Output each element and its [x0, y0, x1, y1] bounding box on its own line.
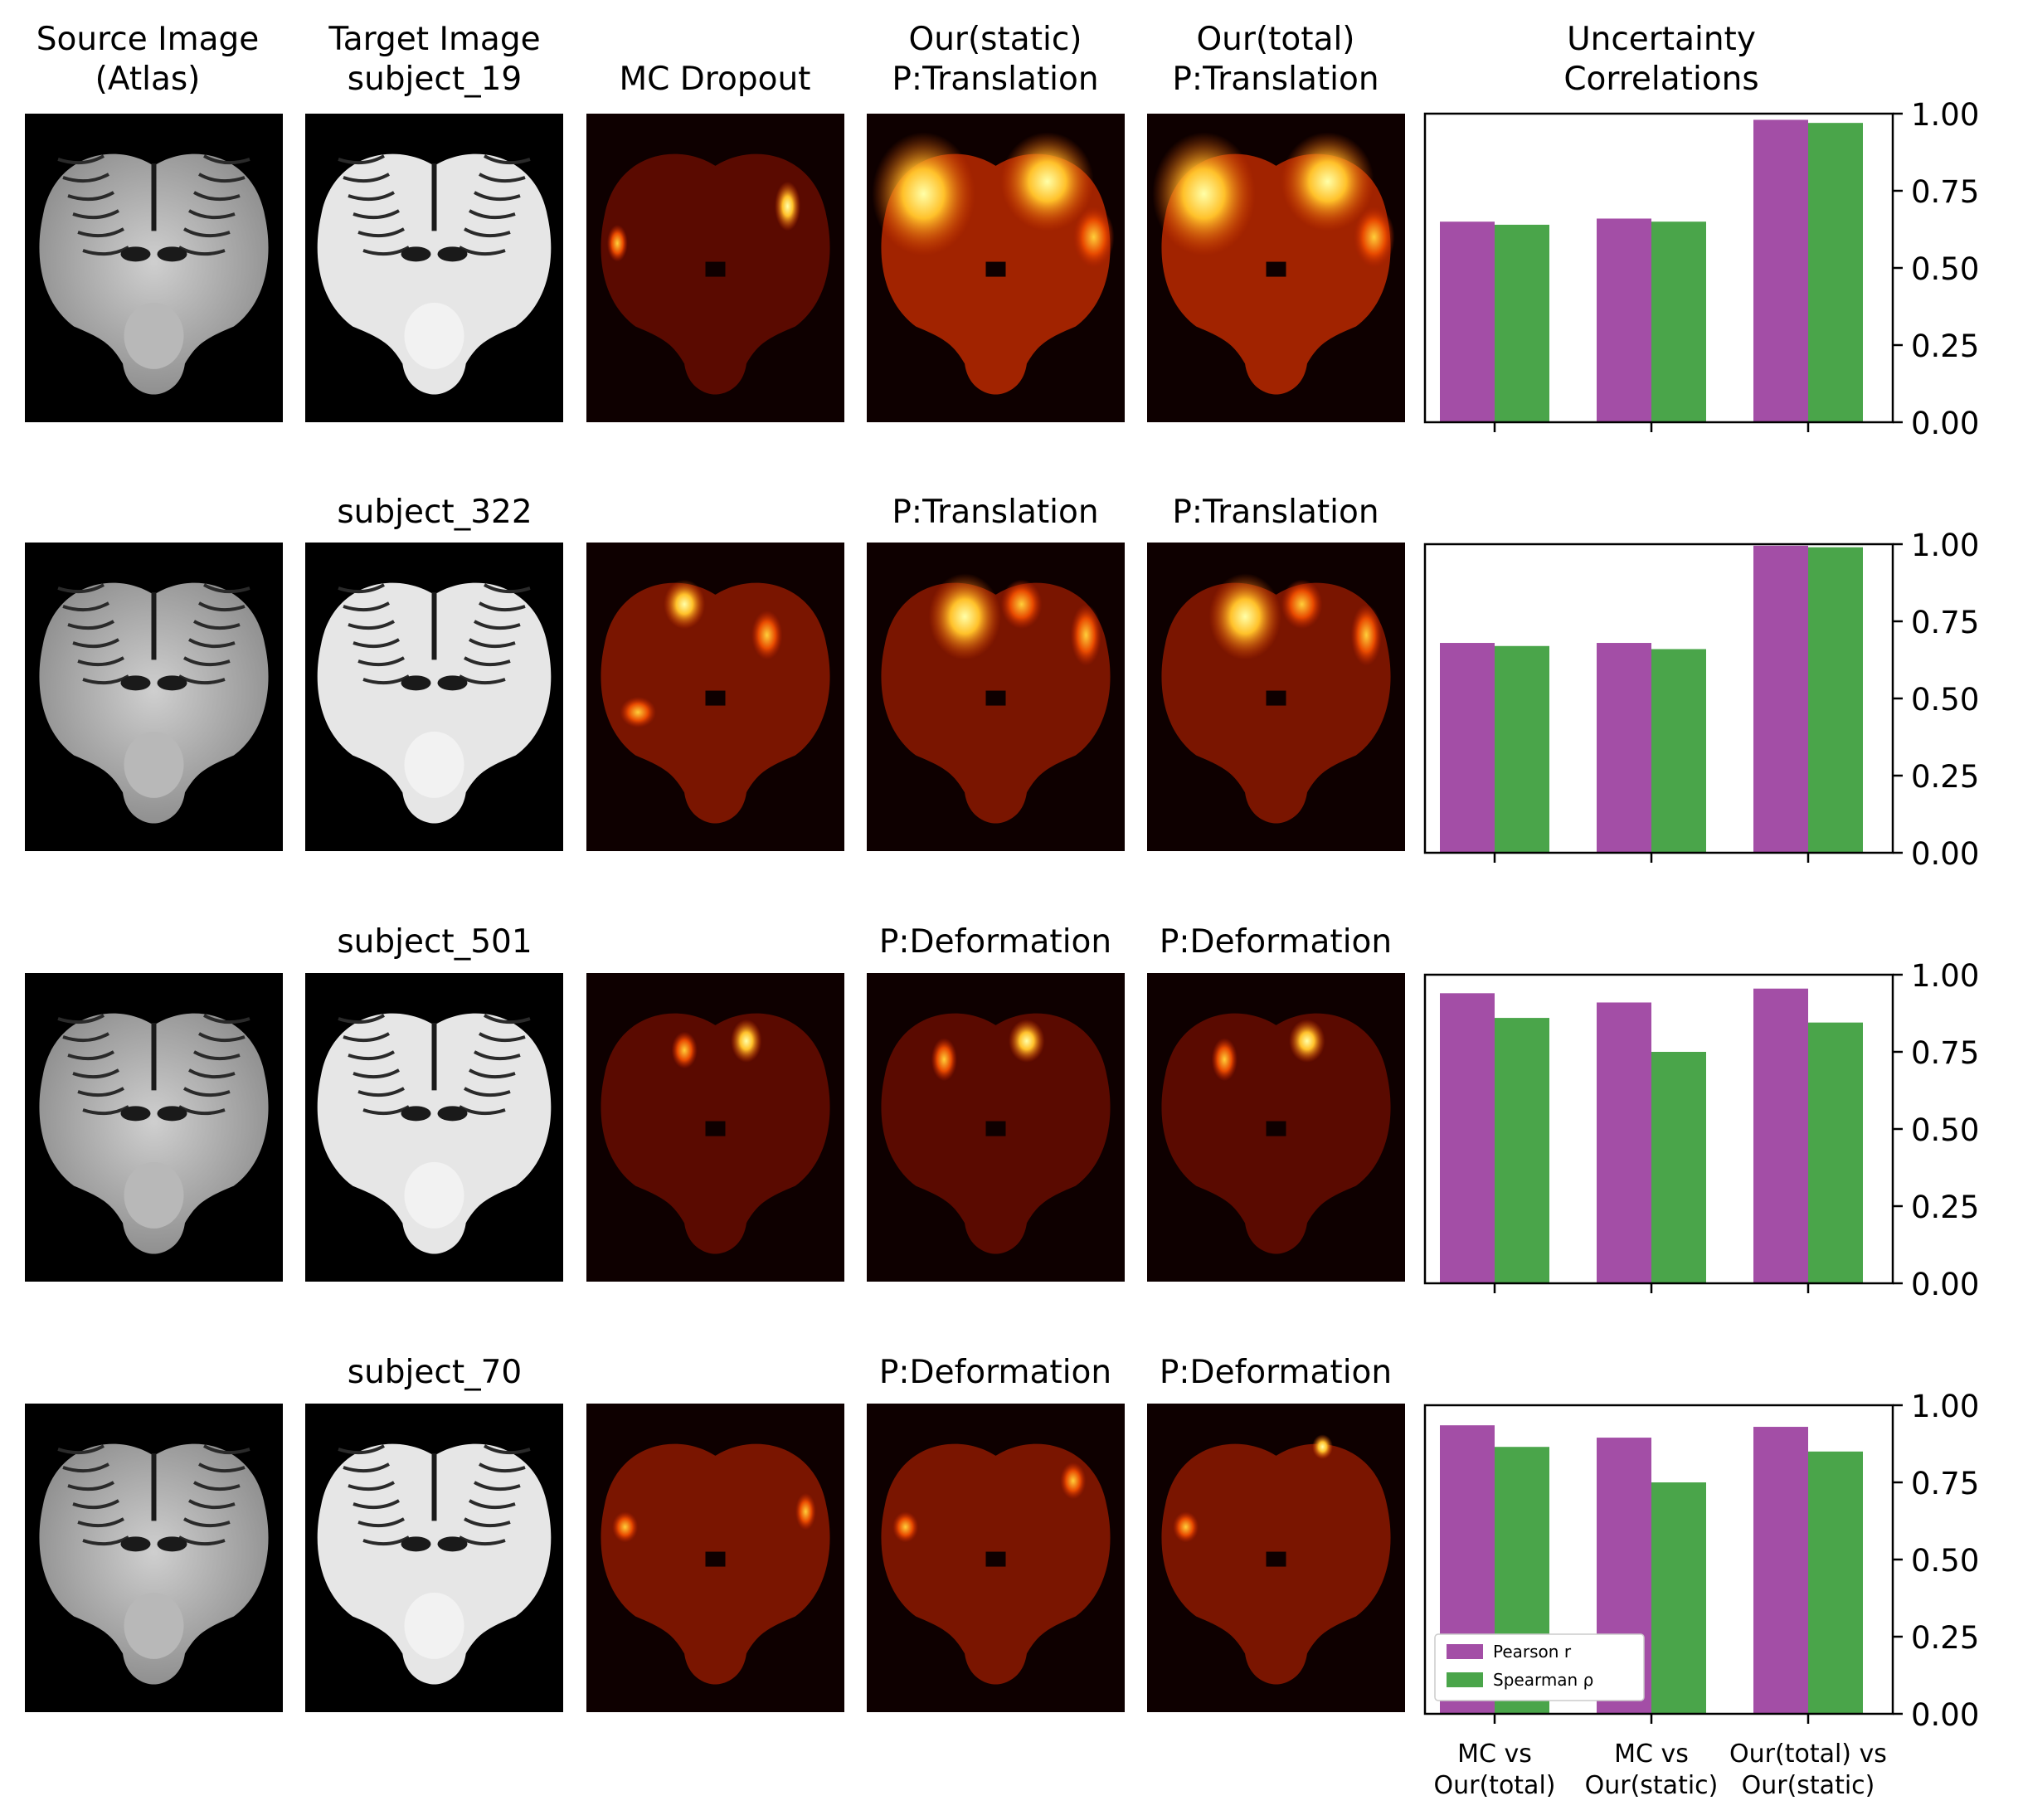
- total-prior-label: P:Deformation: [1160, 923, 1392, 961]
- pearson-bar: [1440, 993, 1495, 1283]
- column-title-line2: P:Translation: [892, 61, 1098, 98]
- spearman-bar: [1808, 1022, 1863, 1283]
- column-title-line1: Source Image: [36, 21, 260, 58]
- pearson-bar: [1753, 545, 1808, 853]
- y-tick-label: 1.00: [1911, 1389, 1979, 1424]
- pearson-bar: [1753, 119, 1808, 422]
- spearman-bar: [1651, 1482, 1706, 1714]
- mc-dropout-map: [586, 114, 844, 422]
- column-title-line2: P:Translation: [1172, 61, 1379, 98]
- y-tick-label: 0.50: [1911, 251, 1979, 287]
- source-image: [25, 973, 283, 1282]
- correlation-chart: 0.00 0.25 0.50 0.75 1.00: [1423, 958, 1979, 1302]
- correlation-chart: 0.00 0.25 0.50 0.75 1.00: [1423, 528, 1979, 872]
- y-tick-label: 0.25: [1911, 1620, 1979, 1656]
- source-image: [25, 114, 283, 422]
- legend-label: Pearson r: [1493, 1642, 1572, 1662]
- column-title-line1: Our(total): [1196, 21, 1354, 58]
- pearson-bar: [1440, 221, 1495, 422]
- x-tick-label-line1: Our(total) vs: [1729, 1740, 1887, 1769]
- pearson-bar: [1753, 1427, 1808, 1714]
- column-title-line2: (Atlas): [95, 61, 201, 98]
- total-prior-label: P:Deformation: [1160, 1354, 1392, 1391]
- y-tick-label: 0.00: [1911, 406, 1979, 441]
- total-uncertainty-map: [1147, 973, 1405, 1282]
- static-uncertainty-map: [867, 1404, 1125, 1712]
- legend: Pearson r Spearman ρ: [1434, 1633, 1645, 1701]
- total-uncertainty-map: [1147, 1404, 1405, 1712]
- static-uncertainty-map: [867, 543, 1125, 851]
- subject-label: subject_70: [348, 1354, 522, 1391]
- y-tick-label: 1.00: [1911, 528, 1979, 563]
- y-tick-label: 0.50: [1911, 1543, 1979, 1579]
- static-prior-label: P:Translation: [892, 494, 1098, 531]
- target-image: [305, 1404, 563, 1712]
- target-image: [305, 114, 563, 422]
- y-tick-label: 1.00: [1911, 958, 1979, 994]
- correlation-chart: 0.00 0.25 0.50 0.75 1.00: [1423, 97, 1979, 441]
- x-tick-label-line1: MC vs: [1457, 1740, 1532, 1769]
- spearman-bar: [1808, 547, 1863, 853]
- mc-dropout-map: [586, 1404, 844, 1712]
- spearman-bar: [1808, 1451, 1863, 1714]
- spearman-bar: [1495, 645, 1549, 853]
- target-image: [305, 543, 563, 851]
- spearman-bar: [1808, 123, 1863, 422]
- y-tick-label: 0.50: [1911, 682, 1979, 718]
- static-uncertainty-map: [867, 114, 1125, 422]
- spearman-bar: [1651, 221, 1706, 422]
- legend-swatch: [1447, 1644, 1483, 1659]
- x-tick-label-line2: Our(total): [1434, 1771, 1556, 1800]
- source-image: [25, 543, 283, 851]
- y-tick-label: 0.75: [1911, 1035, 1979, 1071]
- column-title-line1: Our(static): [909, 21, 1082, 58]
- mc-dropout-map: [586, 973, 844, 1282]
- x-tick-label-line2: Our(static): [1585, 1771, 1719, 1800]
- y-tick-label: 0.75: [1911, 1466, 1979, 1501]
- static-uncertainty-map: [867, 973, 1125, 1282]
- spearman-bar: [1495, 224, 1549, 422]
- y-tick-label: 0.75: [1911, 174, 1979, 210]
- x-tick-label-line1: MC vs: [1614, 1740, 1689, 1769]
- y-tick-label: 0.50: [1911, 1112, 1979, 1148]
- y-tick-label: 0.25: [1911, 759, 1979, 795]
- pearson-bar: [1440, 643, 1495, 853]
- column-title-line2: Correlations: [1563, 61, 1758, 98]
- column-title-line2: subject_19: [348, 61, 522, 98]
- spearman-bar: [1651, 1052, 1706, 1283]
- y-tick-label: 0.00: [1911, 1697, 1979, 1733]
- column-title-line1: Uncertainty: [1567, 21, 1756, 58]
- spearman-bar: [1651, 649, 1706, 853]
- pearson-bar: [1597, 218, 1651, 422]
- pearson-bar: [1597, 643, 1651, 853]
- pearson-bar: [1597, 1002, 1651, 1283]
- column-title-line1: Target Image: [328, 21, 540, 58]
- total-prior-label: P:Translation: [1172, 494, 1379, 531]
- static-prior-label: P:Deformation: [879, 923, 1111, 961]
- legend-swatch: [1447, 1672, 1483, 1687]
- x-tick-label-line2: Our(static): [1742, 1771, 1875, 1800]
- source-image: [25, 1404, 283, 1712]
- mc-dropout-map: [586, 543, 844, 851]
- subject-label: subject_322: [337, 494, 532, 531]
- spearman-bar: [1495, 1018, 1549, 1283]
- legend-label: Spearman ρ: [1493, 1670, 1593, 1690]
- y-tick-label: 1.00: [1911, 97, 1979, 133]
- total-uncertainty-map: [1147, 114, 1405, 422]
- subject-label: subject_501: [337, 923, 532, 961]
- y-tick-label: 0.25: [1911, 328, 1979, 364]
- y-tick-label: 0.25: [1911, 1190, 1979, 1225]
- pearson-bar: [1753, 988, 1808, 1283]
- column-title: MC Dropout: [620, 61, 811, 98]
- y-tick-label: 0.00: [1911, 1267, 1979, 1302]
- static-prior-label: P:Deformation: [879, 1354, 1111, 1391]
- total-uncertainty-map: [1147, 543, 1405, 851]
- y-tick-label: 0.00: [1911, 836, 1979, 872]
- target-image: [305, 973, 563, 1282]
- y-tick-label: 0.75: [1911, 605, 1979, 640]
